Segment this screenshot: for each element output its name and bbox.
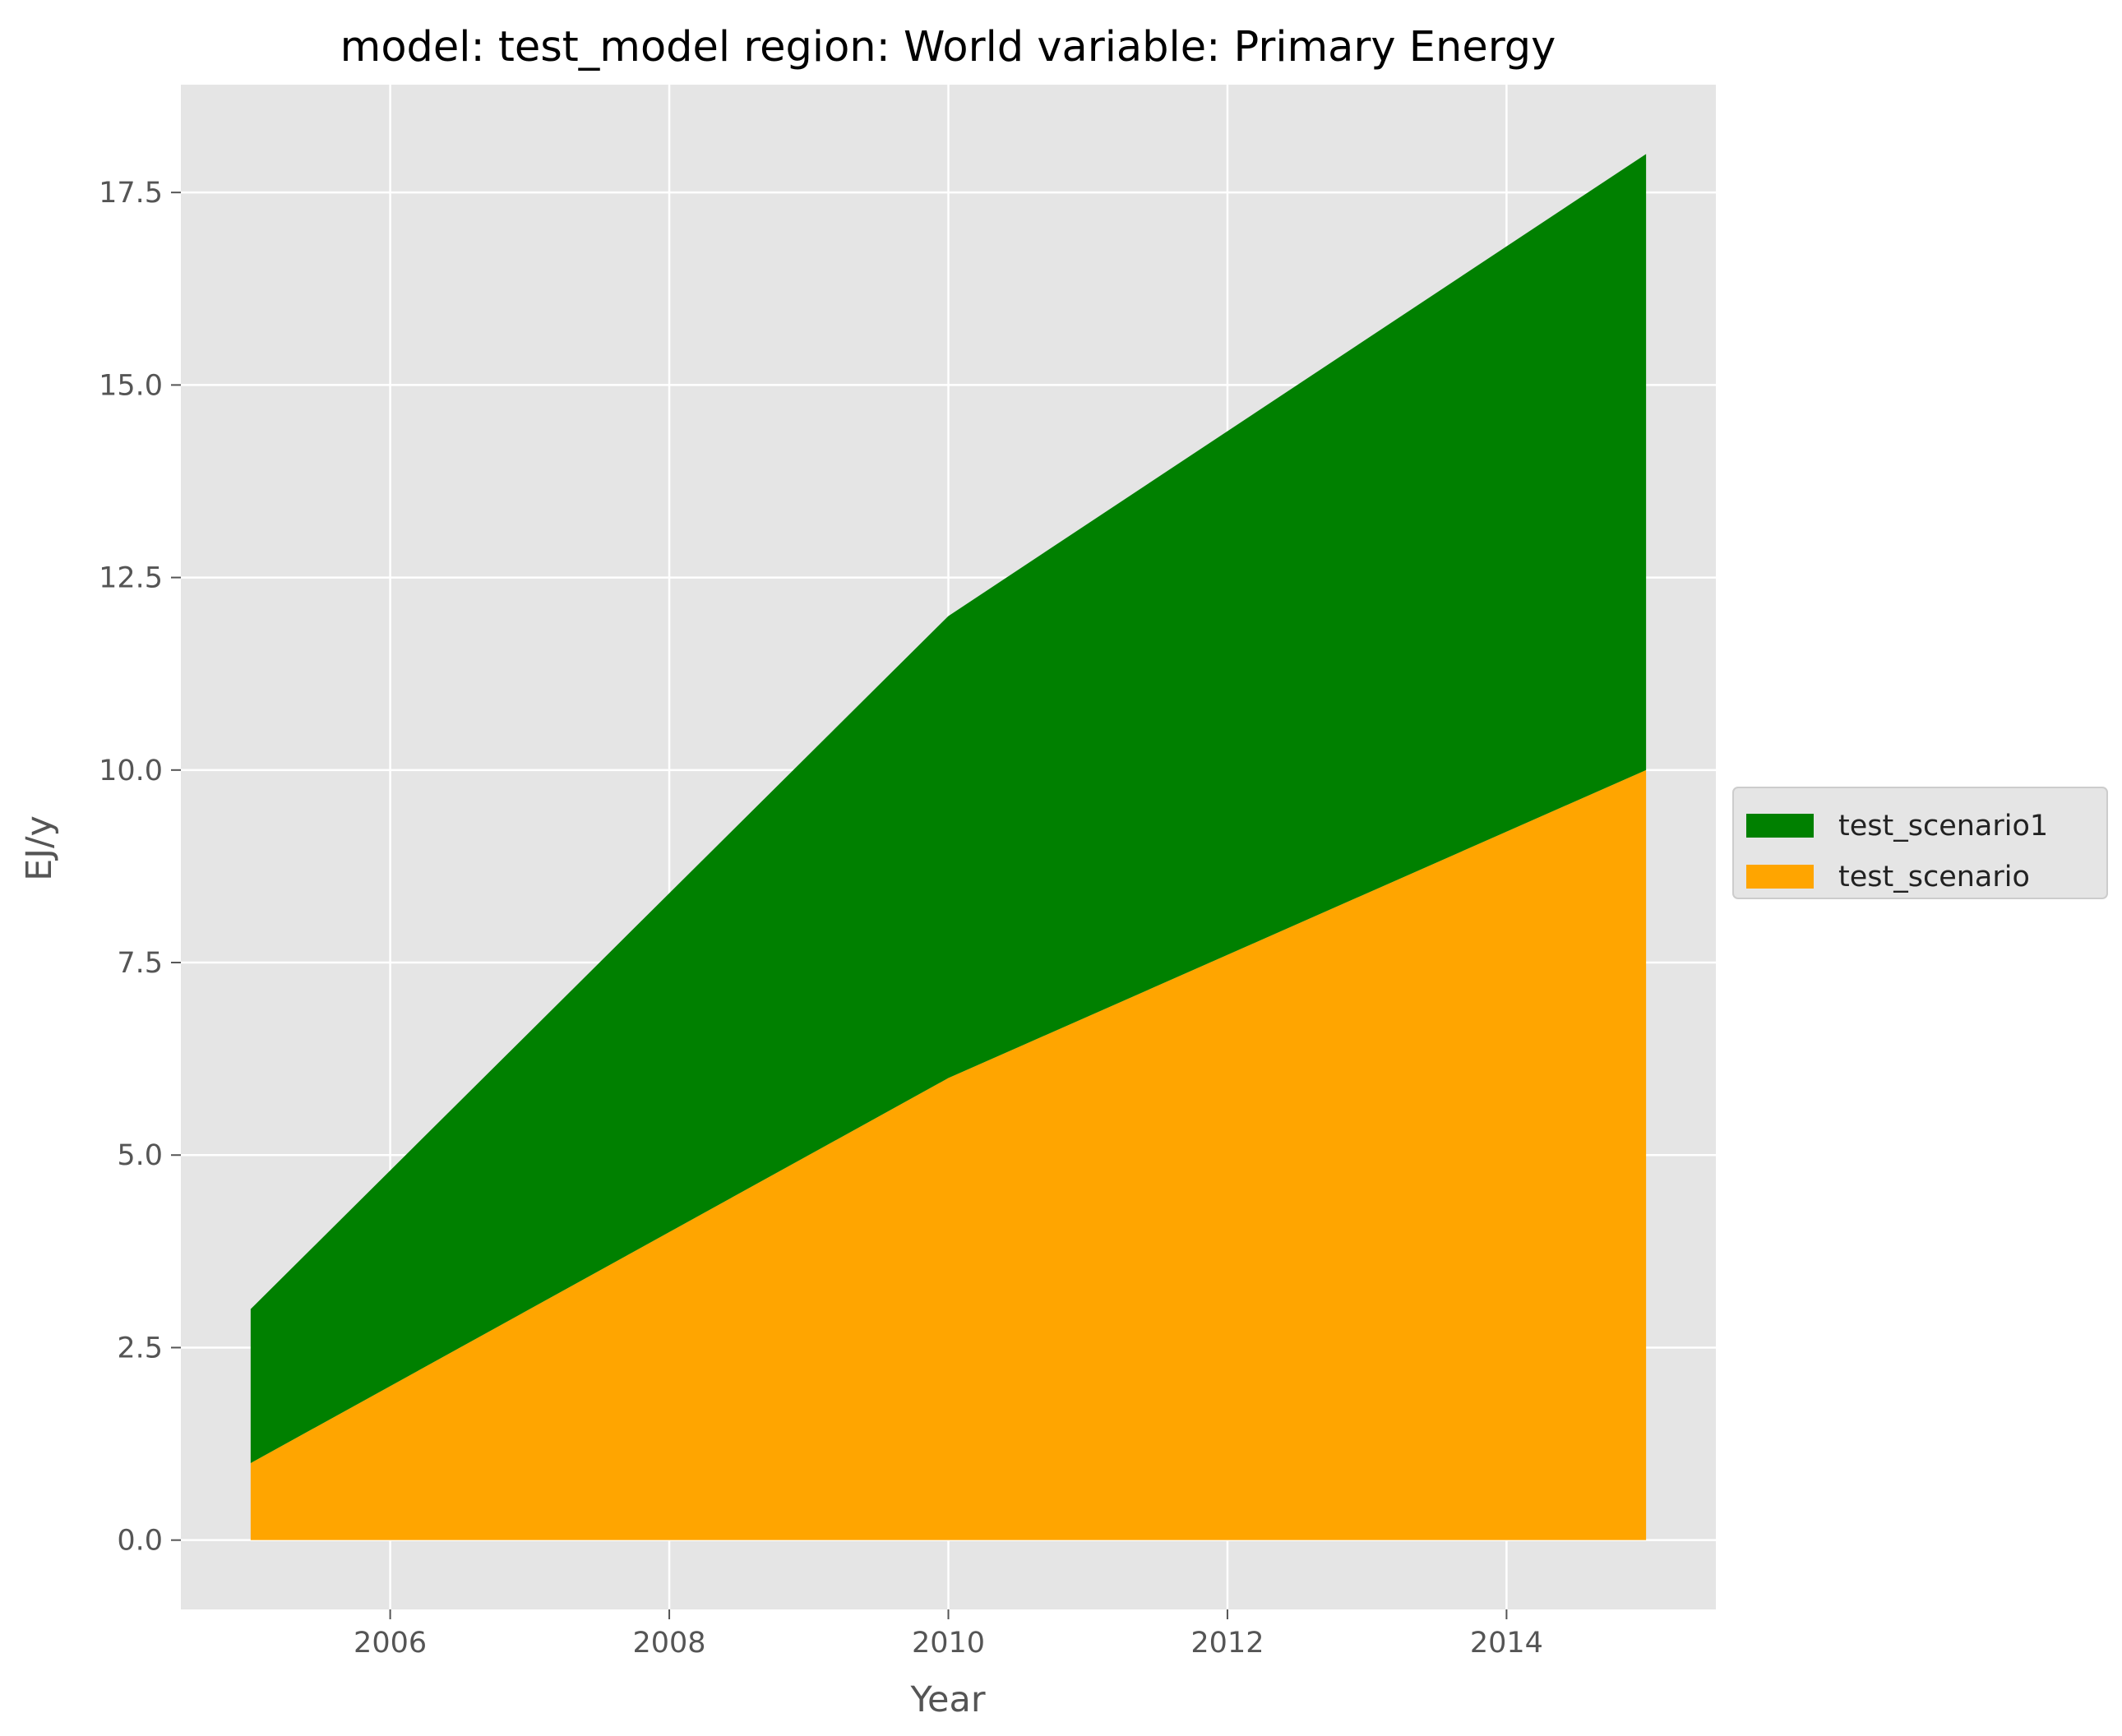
x-tick-label: 2006 bbox=[354, 1627, 427, 1660]
x-tick-label: 2012 bbox=[1190, 1627, 1264, 1660]
y-tick-label: 2.5 bbox=[117, 1332, 163, 1364]
legend: test_scenario1 test_scenario bbox=[1732, 787, 2108, 899]
legend-frame bbox=[1732, 787, 2108, 899]
y-tick-label: 12.5 bbox=[99, 562, 163, 595]
y-tick-label: 10.0 bbox=[99, 755, 163, 787]
x-tick-label: 2014 bbox=[1470, 1627, 1543, 1660]
y-tick-label: 7.5 bbox=[117, 947, 163, 980]
y-tick-label: 15.0 bbox=[99, 369, 163, 402]
legend-label-test-scenario: test_scenario bbox=[1838, 861, 2030, 893]
x-tick-label: 2010 bbox=[912, 1627, 985, 1660]
y-axis-label: EJ/y bbox=[19, 815, 60, 881]
y-axis-ticks: 0.0 2.5 5.0 7.5 10.0 12.5 15.0 17.5 bbox=[99, 177, 181, 1558]
y-tick-label: 5.0 bbox=[117, 1139, 163, 1172]
area-layer bbox=[250, 154, 1647, 1540]
y-tick-label: 17.5 bbox=[99, 177, 163, 210]
area-test-scenario bbox=[250, 769, 1647, 1540]
legend-label-test-scenario1: test_scenario1 bbox=[1838, 810, 2048, 843]
chart-title: model: test_model region: World variable… bbox=[340, 23, 1556, 72]
x-axis-label: Year bbox=[909, 1679, 985, 1720]
area-test-scenario1 bbox=[250, 154, 1647, 1463]
x-axis-ticks: 2006 2008 2010 2012 2014 bbox=[354, 1609, 1543, 1660]
legend-swatch-test-scenario1 bbox=[1746, 814, 1814, 838]
y-tick-label: 0.0 bbox=[117, 1525, 163, 1558]
legend-swatch-test-scenario bbox=[1746, 865, 1814, 889]
legend-items: test_scenario1 test_scenario bbox=[1746, 810, 2048, 893]
x-tick-label: 2008 bbox=[633, 1627, 706, 1660]
